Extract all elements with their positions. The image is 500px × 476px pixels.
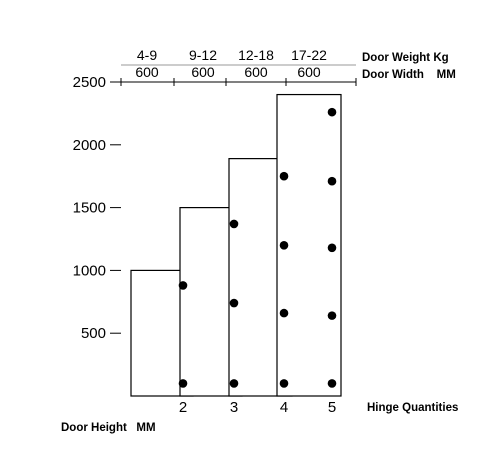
y-axis-title: Door Height MM bbox=[61, 422, 156, 434]
x-tick-label: 2 bbox=[179, 399, 187, 416]
hinge-dot bbox=[327, 311, 337, 320]
y-axis-ticks: 500 1000 1500 2000 2500 bbox=[73, 74, 121, 342]
hinge-dot bbox=[279, 308, 289, 318]
weight-range-label: 12-18 bbox=[238, 47, 274, 63]
x-tick-label: 3 bbox=[230, 399, 238, 416]
hinge-dot bbox=[229, 379, 239, 388]
door-steps bbox=[130, 93, 342, 397]
hinge-dot bbox=[279, 240, 289, 250]
width-label: 600 bbox=[135, 64, 159, 80]
hinge-dot bbox=[279, 171, 289, 181]
y-tick-label: 500 bbox=[81, 325, 106, 342]
y-tick-label: 1000 bbox=[73, 262, 106, 279]
hinge-dot bbox=[229, 298, 239, 308]
weight-range-label: 4-9 bbox=[137, 47, 157, 63]
x-axis-labels: 2 3 4 5 bbox=[179, 399, 336, 416]
x-axis-title: Hinge Quantities bbox=[367, 402, 458, 414]
width-label: 600 bbox=[244, 64, 268, 80]
hinge-dot bbox=[178, 281, 188, 290]
hinge-dot bbox=[327, 107, 337, 117]
weight-range-label: 9-12 bbox=[189, 47, 217, 63]
top-label-weight: Door Weight Kg bbox=[362, 52, 449, 64]
hinge-dot bbox=[178, 379, 188, 388]
width-label: 600 bbox=[191, 64, 215, 80]
top-label-width: Door Width MM bbox=[362, 69, 456, 81]
y-tick-label: 1500 bbox=[73, 200, 106, 217]
hinge-dot bbox=[229, 219, 239, 229]
hinge-dot bbox=[327, 176, 337, 186]
width-label: 600 bbox=[297, 64, 321, 80]
hinge-dots bbox=[178, 107, 337, 388]
x-tick-label: 4 bbox=[280, 399, 288, 416]
y-tick-label: 2000 bbox=[73, 137, 106, 154]
hinge-dot bbox=[327, 243, 337, 253]
hinge-dot bbox=[327, 379, 337, 388]
hinge-dot bbox=[279, 379, 289, 388]
weight-range-label: 17-22 bbox=[291, 47, 327, 63]
y-tick-label: 2500 bbox=[73, 74, 106, 91]
x-tick-label: 5 bbox=[328, 399, 336, 416]
